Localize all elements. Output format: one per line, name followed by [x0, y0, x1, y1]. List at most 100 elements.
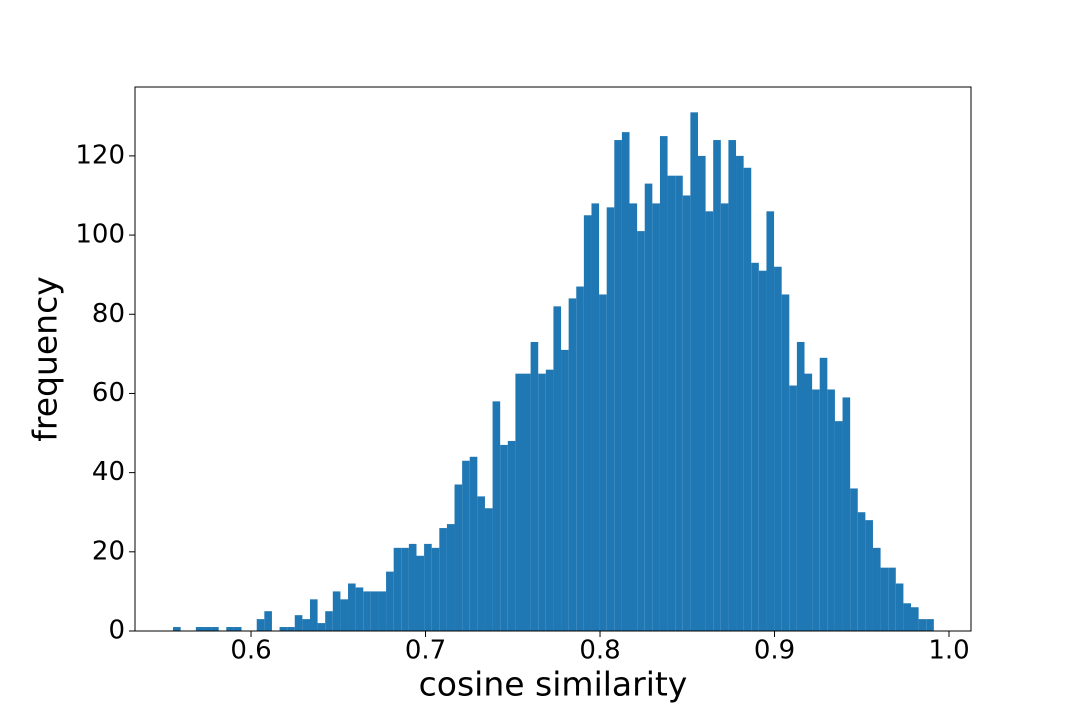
bar [644, 183, 653, 631]
bar [568, 298, 577, 631]
bar [812, 389, 820, 631]
bar [507, 440, 516, 631]
bar [918, 619, 927, 631]
bar [446, 524, 455, 631]
plot-frame [134, 86, 972, 632]
y-tick-label: 80 [92, 299, 125, 329]
bar [294, 615, 303, 631]
x-tick-label: 0.7 [405, 636, 446, 666]
bar [408, 543, 417, 631]
bar [378, 591, 387, 631]
bar [340, 599, 349, 631]
bar [774, 266, 782, 631]
bar [804, 373, 813, 631]
bar [888, 567, 896, 631]
bar [226, 627, 234, 631]
bar [454, 484, 463, 631]
bar [530, 341, 539, 631]
bar [705, 211, 714, 631]
bar [606, 207, 615, 631]
bar [591, 203, 600, 632]
bar [720, 203, 729, 632]
bar [911, 607, 919, 631]
bar [637, 231, 645, 631]
bar [659, 136, 668, 632]
bar [545, 369, 554, 631]
bar [903, 603, 912, 631]
bar [233, 627, 242, 631]
x-tick-label: 0.9 [754, 636, 795, 666]
bar [583, 215, 592, 631]
bar [309, 599, 318, 631]
bar [682, 195, 691, 631]
bar [796, 341, 805, 631]
bar [758, 270, 767, 631]
bar [477, 496, 485, 631]
bar [332, 591, 341, 631]
bar [834, 421, 843, 631]
bar [621, 132, 630, 631]
bar [728, 140, 737, 631]
bar [317, 623, 326, 631]
bar [576, 286, 584, 631]
bar [781, 294, 790, 631]
bar [872, 547, 881, 631]
bar [173, 627, 181, 631]
bar [561, 349, 569, 631]
bar [736, 155, 744, 632]
bar [614, 140, 622, 631]
bar [325, 611, 333, 631]
bar [880, 567, 889, 631]
bar [926, 619, 934, 631]
bar [675, 175, 683, 631]
bar [393, 547, 402, 631]
bar [424, 543, 432, 631]
bar [515, 373, 524, 631]
bar [553, 306, 562, 631]
bar [302, 619, 310, 631]
bar [850, 488, 858, 631]
bar [469, 456, 478, 631]
y-tick-label: 0 [108, 616, 125, 646]
bar [256, 619, 265, 631]
x-tick-label: 0.6 [230, 636, 271, 666]
bar [690, 112, 698, 631]
bar [462, 460, 470, 631]
bar [789, 385, 797, 631]
bar [431, 547, 440, 631]
bar [484, 508, 493, 631]
bar [766, 211, 775, 631]
bar [203, 627, 212, 631]
bar [279, 627, 288, 631]
bar [363, 591, 371, 631]
bar [895, 583, 904, 631]
bar [439, 528, 447, 631]
y-tick-label: 40 [92, 457, 125, 487]
x-axis-label: cosine similarity [419, 665, 688, 704]
bar [500, 444, 508, 631]
x-tick-label: 1.0 [928, 636, 969, 666]
y-tick-label: 120 [75, 140, 125, 170]
y-tick-label: 20 [92, 536, 125, 566]
bar [211, 627, 219, 631]
bar [629, 203, 638, 632]
bar [667, 175, 676, 631]
bar [827, 389, 835, 631]
bar [819, 357, 828, 631]
bar [652, 203, 660, 632]
bar [857, 512, 866, 631]
bar [697, 155, 706, 632]
bar [599, 294, 607, 631]
bar [370, 591, 379, 631]
y-axis-label: frequency [26, 276, 65, 442]
x-tick-label: 0.8 [579, 636, 620, 666]
bar [865, 520, 873, 631]
bar [348, 583, 356, 631]
bar [416, 555, 425, 631]
bar [195, 627, 204, 631]
bar [492, 401, 501, 631]
bar [264, 611, 272, 631]
bar [386, 571, 394, 631]
bar [538, 373, 546, 631]
